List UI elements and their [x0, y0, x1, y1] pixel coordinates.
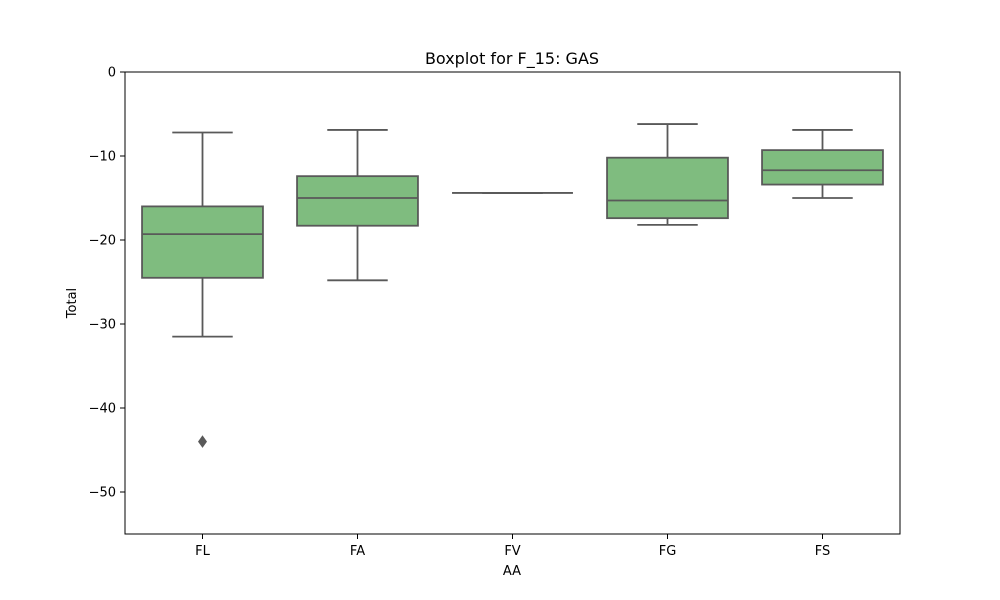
y-tick-label: 0: [108, 66, 116, 81]
iqr-box: [296, 175, 419, 227]
y-tick-label: −20: [89, 234, 116, 249]
y-tick-label: −10: [89, 150, 116, 165]
y-tick-label: −30: [89, 318, 116, 333]
x-tick-label: FS: [815, 544, 831, 559]
x-tick-label: FV: [504, 544, 520, 559]
box-group-fa: [296, 129, 419, 282]
x-tick-label: FA: [350, 544, 365, 559]
iqr-box: [141, 205, 264, 279]
iqr-box: [761, 149, 884, 186]
x-axis-label: AA: [503, 564, 521, 579]
y-axis-label: Total: [65, 288, 80, 319]
box-group-fs: [761, 129, 884, 199]
plot-area-frame: [124, 71, 901, 535]
box-group-fg: [606, 123, 729, 226]
iqr-box: [606, 156, 729, 220]
x-tick-label: FG: [659, 544, 677, 559]
chart-title: Boxplot for F_15: GAS: [425, 49, 599, 69]
x-tick-label: FL: [195, 544, 210, 559]
y-tick-label: −40: [89, 402, 116, 417]
box-group-fl: [141, 131, 264, 448]
y-tick-label: −50: [89, 486, 116, 501]
outlier-point: [198, 435, 207, 448]
